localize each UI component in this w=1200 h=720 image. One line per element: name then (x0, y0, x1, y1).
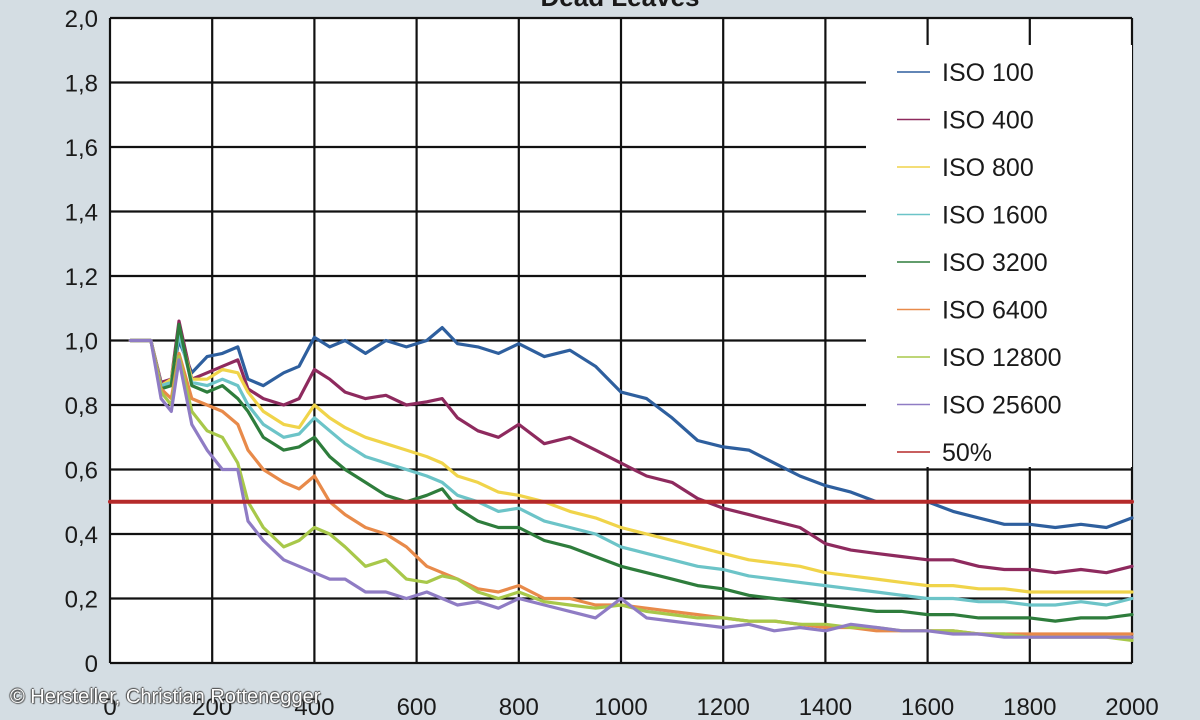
legend-label: ISO 6400 (942, 297, 1048, 325)
legend-label: ISO 12800 (942, 344, 1062, 372)
y-tick-label: 1,4 (65, 200, 98, 227)
series-line-iso-25600 (128, 338, 1134, 639)
legend-label: ISO 1600 (942, 202, 1048, 230)
y-tick-label: 0,2 (65, 587, 98, 614)
copyright-credit: © Hersteller, Christian Rottenegger (10, 686, 321, 708)
series-line-iso-3200 (128, 322, 1134, 623)
x-tick-label: 2000 (1105, 694, 1158, 720)
y-tick-label: 0,8 (65, 393, 98, 420)
y-tick-label: 0,6 (65, 458, 98, 485)
x-tick-label: 1400 (799, 694, 852, 720)
legend-label: ISO 400 (942, 107, 1034, 135)
y-tick-label: 2,0 (65, 6, 98, 33)
y-tick-label: 1,0 (65, 329, 98, 356)
y-tick-label: 0,4 (65, 522, 98, 549)
chart-title: Dead Leaves (541, 0, 700, 12)
legend-box (866, 45, 1132, 467)
series-line-iso-800 (128, 329, 1134, 594)
legend-label: ISO 3200 (942, 249, 1048, 277)
legend: ISO 100 ISO 400 ISO 800 ISO 1600 ISO 3200 ISO… (866, 45, 1132, 467)
x-tick-label: 1200 (697, 694, 750, 720)
x-tick-label: 1600 (901, 694, 954, 720)
x-tick-label: 1000 (594, 694, 647, 720)
x-tick-label: 400 (294, 694, 334, 720)
series-line-iso-400 (128, 319, 1134, 575)
legend-label: ISO 100 (942, 59, 1034, 87)
legend-label: ISO 800 (942, 154, 1034, 182)
legend-label: 50% (942, 439, 992, 467)
y-tick-label: 1,8 (65, 71, 98, 98)
x-tick-label: 800 (499, 694, 539, 720)
x-tick-label: 200 (192, 694, 232, 720)
y-tick-label: 1,6 (65, 135, 98, 162)
y-tick-label: 1,2 (65, 264, 98, 291)
y-tick-label: 0 (85, 651, 98, 678)
legend-label: ISO 25600 (942, 392, 1062, 420)
x-tick-label: 600 (397, 694, 437, 720)
x-tick-label: 1800 (1003, 694, 1056, 720)
x-tick-label: 0 (103, 694, 116, 720)
series-line-iso-1600 (128, 332, 1134, 607)
